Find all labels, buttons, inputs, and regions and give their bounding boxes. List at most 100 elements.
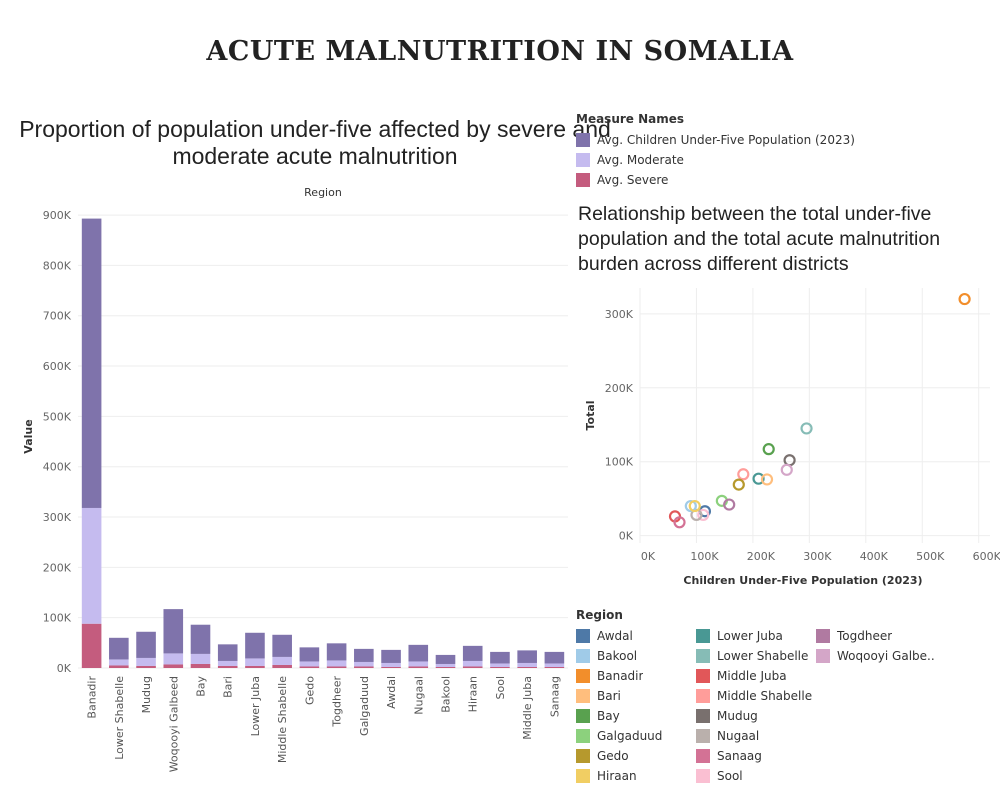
region-legend-item[interactable]: Banadir — [576, 666, 696, 686]
measure-legend-item[interactable]: Avg. Children Under-Five Population (202… — [576, 130, 855, 150]
bar-segment[interactable] — [163, 653, 184, 665]
bar-segment[interactable] — [109, 659, 129, 666]
bar-segment[interactable] — [136, 657, 156, 666]
bar-segment[interactable] — [326, 660, 347, 667]
scatter-point[interactable] — [752, 472, 765, 485]
bar-segment[interactable] — [217, 644, 238, 661]
bar-segment[interactable] — [517, 650, 537, 663]
scatter-point[interactable] — [697, 508, 710, 522]
bar-chart: Region 0K 100K 200K 300K 400K 500K 600K 700K 800K… — [22, 186, 568, 772]
scatter-point[interactable] — [800, 422, 813, 435]
bar-x-tick-label: Awdal — [385, 676, 398, 709]
bar-segment[interactable] — [190, 663, 211, 668]
bar-segment[interactable] — [136, 631, 156, 658]
bar-segment[interactable] — [245, 665, 265, 668]
bar-segment[interactable] — [354, 648, 374, 662]
bar-segment[interactable] — [544, 666, 565, 668]
bar-segment[interactable] — [272, 664, 292, 668]
bar-segment[interactable] — [217, 665, 238, 668]
region-legend-item[interactable]: Nugaal — [696, 726, 816, 746]
bar-segment[interactable] — [354, 666, 374, 668]
bar-x-tick-label: Middle Shabelle — [276, 676, 289, 763]
bar-segment[interactable] — [408, 666, 429, 668]
bar-segment[interactable] — [381, 649, 401, 663]
bar-segment[interactable] — [299, 661, 320, 667]
bar-x-tick-label: Nugaal — [412, 676, 425, 715]
bar-segment[interactable] — [109, 637, 129, 660]
bar-segment[interactable] — [326, 666, 347, 668]
bar-segment[interactable] — [435, 666, 456, 668]
bar-segment[interactable] — [408, 661, 429, 667]
region-legend-item[interactable]: Hiraan — [576, 766, 696, 786]
bar-segment[interactable] — [490, 651, 510, 664]
scatter-point[interactable] — [673, 516, 686, 529]
bar-segment[interactable] — [326, 643, 347, 661]
region-legend-item[interactable]: Woqooyi Galbe.. — [816, 646, 936, 666]
scatter-point[interactable] — [688, 499, 701, 513]
scatter-point[interactable] — [723, 498, 736, 511]
region-legend-item[interactable]: Awdal — [576, 626, 696, 646]
scatter-point[interactable] — [762, 443, 775, 456]
region-legend-item[interactable]: Bakool — [576, 646, 696, 666]
bar-y-tick-label: 300K — [43, 511, 72, 524]
bar-segment[interactable] — [490, 666, 510, 668]
bar-segment[interactable] — [217, 660, 238, 666]
scatter-x-tick-label: 500K — [916, 550, 945, 563]
bar-segment[interactable] — [462, 660, 483, 667]
measure-legend-item[interactable]: Avg. Severe — [576, 170, 855, 190]
bar-segment[interactable] — [272, 656, 292, 665]
bar-segment[interactable] — [272, 634, 292, 657]
bar-segment[interactable] — [81, 218, 102, 508]
bar-segment[interactable] — [299, 666, 320, 668]
region-legend-item[interactable]: Galgaduud — [576, 726, 696, 746]
bar-segment[interactable] — [408, 644, 429, 662]
bar-segment[interactable] — [190, 624, 211, 654]
region-legend-item[interactable]: Sanaag — [696, 746, 816, 766]
region-legend-item[interactable]: Middle Juba — [696, 666, 816, 686]
bar-chart-title: Proportion of population under-five affe… — [19, 116, 611, 169]
measure-legend-item[interactable]: Avg. Moderate — [576, 150, 855, 170]
legend-label: Bakool — [597, 649, 638, 663]
bar-segment[interactable] — [435, 654, 456, 664]
scatter-point[interactable] — [780, 463, 793, 476]
bar-segment[interactable] — [354, 661, 374, 667]
legend-swatch — [576, 689, 590, 703]
scatter-point[interactable] — [760, 473, 774, 486]
bar-segment[interactable] — [299, 647, 320, 662]
region-legend-item[interactable]: Middle Shabelle — [696, 686, 816, 706]
bar-segment[interactable] — [163, 664, 184, 668]
scatter-point[interactable] — [783, 454, 796, 467]
bar-segment[interactable] — [517, 662, 537, 667]
bar-x-tick-label: Bay — [195, 676, 208, 697]
region-legend-item[interactable]: Lower Shabelle — [696, 646, 816, 666]
bar-x-tick-label: Galgaduud — [358, 676, 371, 736]
bar-segment[interactable] — [381, 666, 401, 668]
region-legend-item[interactable]: Gedo — [576, 746, 696, 766]
bar-segment[interactable] — [517, 666, 537, 668]
bar-segment[interactable] — [163, 609, 184, 654]
bar-segment[interactable] — [81, 623, 102, 668]
bar-segment[interactable] — [544, 651, 565, 664]
region-legend-item[interactable]: Lower Juba — [696, 626, 816, 646]
region-legend-item[interactable]: Bari — [576, 686, 696, 706]
scatter-point[interactable] — [958, 292, 971, 306]
region-legend-item[interactable]: Mudug — [696, 706, 816, 726]
bar-segment[interactable] — [136, 665, 156, 668]
scatter-point[interactable] — [732, 478, 745, 491]
region-legend-item[interactable]: Togdheer — [816, 626, 936, 646]
scatter-point[interactable] — [737, 468, 750, 481]
bar-segment[interactable] — [435, 663, 456, 667]
bar-segment[interactable] — [490, 663, 510, 667]
bar-segment[interactable] — [544, 663, 565, 667]
bar-segment[interactable] — [245, 632, 265, 659]
bar-segment[interactable] — [81, 507, 102, 624]
region-legend-item[interactable]: Sool — [696, 766, 816, 786]
bar-segment[interactable] — [190, 653, 211, 664]
region-legend-item[interactable]: Bay — [576, 706, 696, 726]
bar-segment[interactable] — [245, 658, 265, 666]
scatter-point[interactable] — [684, 499, 697, 513]
bar-segment[interactable] — [381, 662, 401, 667]
bar-segment[interactable] — [462, 666, 483, 668]
bar-segment[interactable] — [109, 665, 129, 668]
bar-segment[interactable] — [462, 645, 483, 661]
